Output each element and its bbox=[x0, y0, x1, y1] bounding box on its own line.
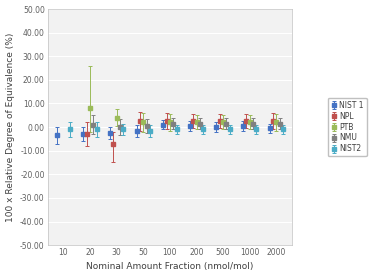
X-axis label: Nominal Amount Fraction (nmol/mol): Nominal Amount Fraction (nmol/mol) bbox=[86, 262, 254, 271]
Legend: NIST 1, NPL, PTB, NMU, NIST2: NIST 1, NPL, PTB, NMU, NIST2 bbox=[328, 98, 367, 157]
Y-axis label: 100 x Relative Degree of Equivalence (%): 100 x Relative Degree of Equivalence (%) bbox=[5, 32, 14, 222]
